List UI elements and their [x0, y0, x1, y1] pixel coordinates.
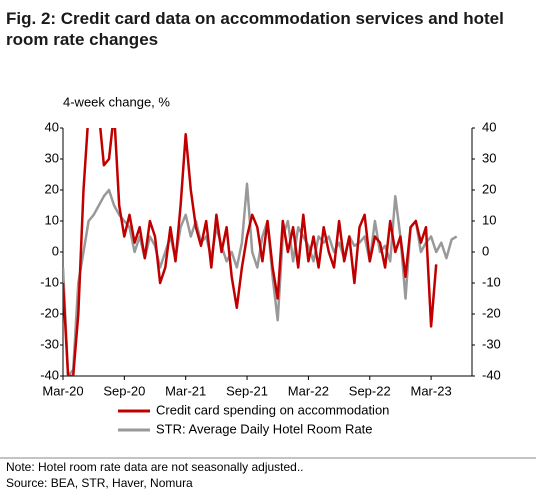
x-tick-label: Sep-21 — [226, 383, 268, 398]
x-tick-label: Mar-21 — [165, 383, 206, 398]
y-tick-label: 0 — [52, 243, 59, 258]
x-tick-label: Sep-22 — [349, 383, 391, 398]
y-tick-label: 10 — [45, 212, 59, 227]
plot-area — [63, 128, 458, 376]
legend-label: Credit card spending on accommodation — [156, 402, 389, 417]
note: Note: Hotel room rate data are not seaso… — [6, 460, 304, 474]
y-tick-label: 30 — [45, 150, 59, 165]
x-tick-label: Mar-23 — [411, 383, 452, 398]
x-tick-label: Mar-22 — [288, 383, 329, 398]
y2-tick-label: -40 — [482, 367, 501, 382]
line-series — [63, 128, 438, 376]
y2-tick-label: -20 — [482, 305, 501, 320]
legend-label: STR: Average Daily Hotel Room Rate — [156, 421, 373, 436]
y2-tick-label: -10 — [482, 274, 501, 289]
x-tick-label: Sep-20 — [103, 383, 145, 398]
y2-tick-label: 40 — [482, 119, 496, 134]
y-tick-label: 40 — [45, 119, 59, 134]
y-tick-label: -40 — [40, 367, 59, 382]
line-series — [63, 182, 458, 376]
y2-tick-label: 30 — [482, 150, 496, 165]
y2-tick-label: -30 — [482, 336, 501, 351]
y2-tick-label: 10 — [482, 212, 496, 227]
y2-tick-label: 0 — [482, 243, 489, 258]
y-tick-label: -20 — [40, 305, 59, 320]
y-tick-label: -30 — [40, 336, 59, 351]
x-tick-label: Mar-20 — [42, 383, 83, 398]
source: Source: BEA, STR, Haver, Nomura — [6, 476, 193, 490]
chart-title: Fig. 2: Credit card data on accommodatio… — [6, 9, 504, 49]
y-axis-label: 4-week change, % — [63, 94, 170, 109]
y2-tick-label: 20 — [482, 181, 496, 196]
y-tick-label: -10 — [40, 274, 59, 289]
y-tick-label: 20 — [45, 181, 59, 196]
